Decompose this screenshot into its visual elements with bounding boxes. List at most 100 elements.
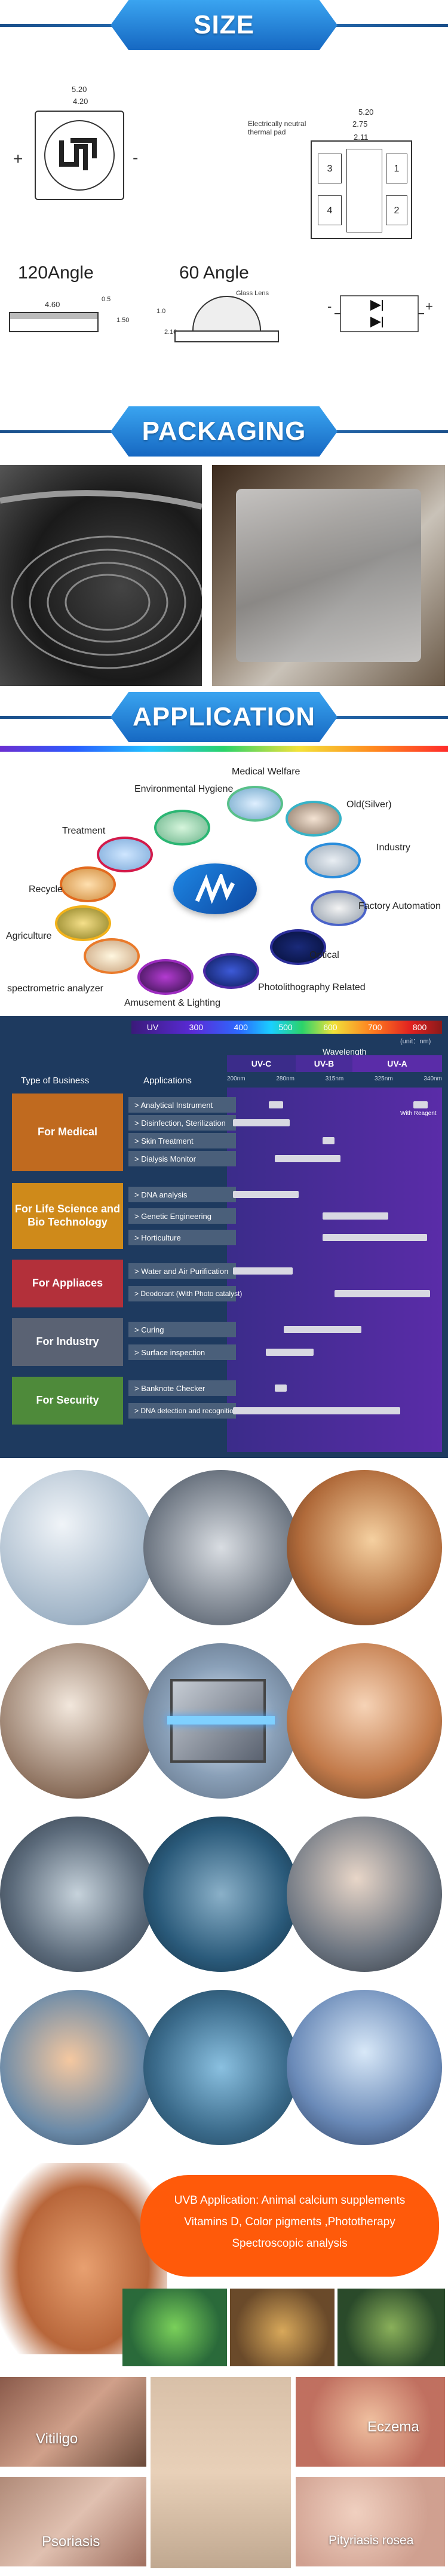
supermarket-photo [287, 1470, 442, 1625]
angle-60-label: 60 Angle [179, 263, 249, 283]
label-environmental: Environmental Hygiene [134, 784, 234, 794]
children-photo [287, 1643, 442, 1799]
lab-photo [0, 1470, 155, 1625]
eczema-photo: Eczema [296, 2377, 445, 2467]
bar-curing [284, 1326, 361, 1333]
node-medical [227, 786, 283, 822]
app-horticulture: > Horticulture [128, 1230, 236, 1245]
lake-photo [287, 1990, 442, 2145]
headache-photo [151, 2377, 291, 2568]
foil-bag-photo [212, 465, 445, 686]
app-skin: > Skin Treatment [128, 1133, 236, 1148]
app-analytical: > Analytical Instrument [128, 1097, 236, 1113]
office-mask-photo [0, 1643, 155, 1799]
bar-water-air [233, 1267, 293, 1275]
chameleon-photo [122, 2289, 227, 2366]
duct-photo [143, 1470, 299, 1625]
minus-sign: - [133, 148, 139, 167]
app-dna: > DNA analysis [128, 1187, 236, 1202]
row-life-science: For Life Science and Bio Technology > DN… [12, 1183, 442, 1249]
label-treatment: Treatment [62, 826, 106, 836]
app-disinfection: > Disinfection, Sterilization [128, 1115, 236, 1131]
spectrum-strip [0, 746, 448, 752]
cat-medical: For Medical [12, 1094, 123, 1171]
bar-surface [266, 1349, 314, 1356]
wavelength-axis-title: Wavelength [323, 1047, 367, 1056]
side-dim-w: 4.60 [45, 300, 60, 309]
application-wheel: Environmental Hygiene Medical Welfare Tr… [0, 759, 448, 1008]
side-dim-h2: 1.50 [116, 317, 130, 324]
band-uvb: UV-B [296, 1055, 352, 1072]
child-water-photo [0, 1990, 155, 2145]
scale-2: 400 [234, 1022, 248, 1032]
node-spectrometric [84, 938, 140, 974]
cat-security: For Security [12, 1377, 123, 1425]
scale-1: 300 [189, 1022, 204, 1032]
row-security: For Security > Banknote Checker > DNA de… [12, 1377, 442, 1425]
uv-module-photo [143, 1643, 299, 1799]
led-side-view-120 [9, 312, 99, 332]
bar-genetic [323, 1212, 388, 1220]
row-industry: For Industry > Curing > Surface inspecti… [12, 1318, 442, 1366]
bar-dna [233, 1191, 299, 1198]
label-recycle: Recycle [29, 884, 63, 895]
tick-3: 325nm [375, 1076, 393, 1082]
psoriasis-label: Psoriasis [42, 2534, 100, 2550]
band-ticks: 200nm 280nm 315nm 325nm 340nm [227, 1076, 442, 1084]
bar-skin [323, 1137, 335, 1144]
scale-0: UV [146, 1022, 159, 1032]
app-dialysis: > Dialysis Monitor [128, 1151, 236, 1166]
band-uvc: UV-C [227, 1055, 296, 1072]
label-spectrometric: spectrometric analyzer [7, 984, 103, 994]
dim-rw2: 2.75 [352, 120, 368, 128]
lens-d2: 2.10 [164, 329, 177, 336]
dim-rw3: 2.11 [354, 133, 369, 142]
scale-6: 800 [412, 1022, 427, 1032]
label-photolithography: Photolithography Related [258, 982, 366, 993]
packaging-title: PACKAGING [111, 406, 337, 457]
app-genetic: > Genetic Engineering [128, 1208, 236, 1224]
app-banknote: > Banknote Checker [128, 1380, 236, 1396]
label-amusement: Amusement & Lighting [124, 998, 220, 1008]
node-industry [305, 843, 361, 878]
pad-2: 2 [386, 195, 407, 225]
aquaculture-photo [287, 1817, 442, 1972]
node-photolithography [203, 953, 259, 989]
center-logo [173, 863, 257, 914]
uvb-application-box: UVB Application: Animal calcium suppleme… [140, 2175, 439, 2277]
bar-dialysis [275, 1155, 340, 1162]
pityriasis-photo: Pityriasis rosea [296, 2477, 445, 2566]
chip-logo-icon [59, 138, 97, 170]
node-environmental [154, 810, 210, 846]
packaging-banner: PACKAGING [0, 406, 448, 457]
dim-w2: 4.20 [73, 97, 88, 106]
node-treatment [97, 837, 153, 872]
bar-analytical-2 [413, 1101, 428, 1108]
led-bottom-view: 3 4 1 2 [311, 140, 412, 239]
bar-disinfection [233, 1119, 290, 1126]
circuit-minus: - [327, 299, 332, 314]
thermal-pad-note: Electrically neutral thermal pad [248, 120, 306, 136]
label-optical: Optical [309, 950, 339, 960]
unit-label: (unit：nm) [400, 1038, 431, 1045]
bar-dna-detection [233, 1407, 400, 1414]
side-dim-h1: 0.5 [102, 296, 111, 303]
app-water-air: > Water and Air Purification [128, 1263, 236, 1279]
bar-deodorant [335, 1290, 430, 1297]
tortoise-photo [230, 2289, 335, 2366]
tape-reel-photo [0, 465, 202, 686]
tick-1: 280nm [276, 1076, 294, 1082]
circuit-plus: + [425, 299, 433, 314]
fish-farm-photo [0, 1817, 155, 1972]
bar-horticulture [323, 1234, 427, 1241]
node-optical [270, 929, 326, 965]
node-old [286, 801, 342, 837]
iguana-photo [337, 2289, 445, 2366]
label-medical: Medical Welfare [232, 767, 300, 777]
wavelength-table: UV 300 400 500 600 700 800 (unit：nm) Wav… [0, 1016, 448, 1458]
row-medical: For Medical > Analytical Instrument > Di… [12, 1094, 442, 1171]
pad-4: 4 [318, 195, 342, 225]
cat-industry: For Industry [12, 1318, 123, 1366]
band-uva: UV-A [352, 1055, 442, 1072]
